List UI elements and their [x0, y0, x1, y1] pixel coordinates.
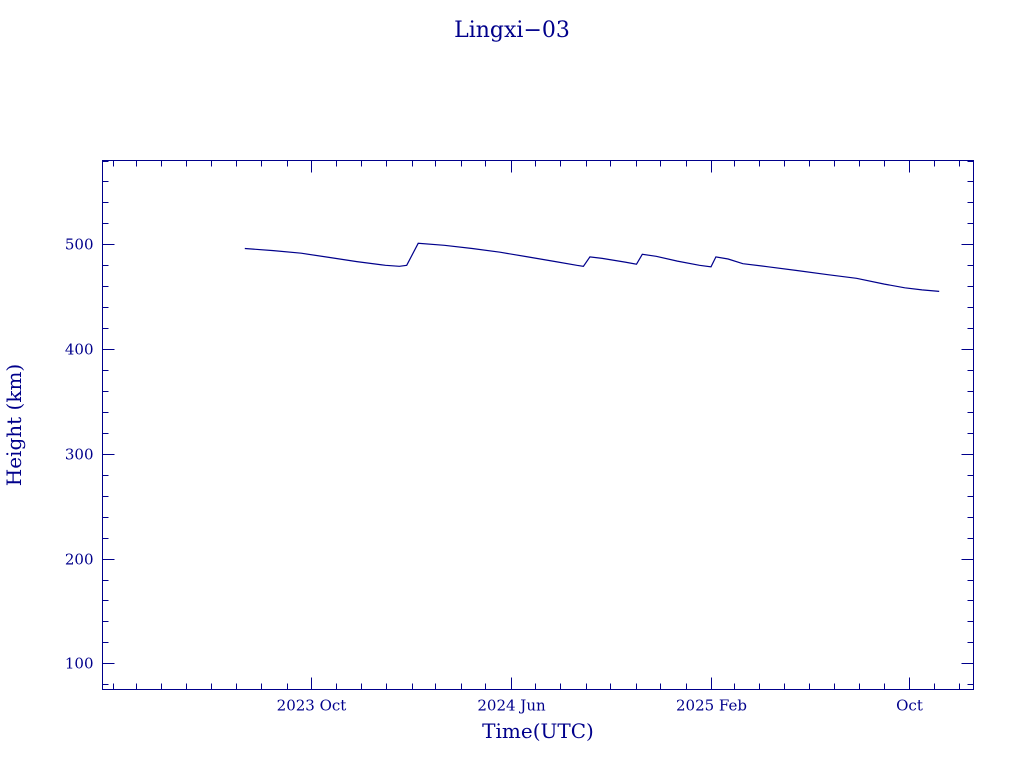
x-tick-label: 2023 Oct: [277, 697, 347, 715]
y-tick-label: 100: [65, 655, 94, 673]
y-tick-label: 300: [65, 446, 94, 464]
x-tick-label: 2025 Feb: [676, 697, 747, 715]
x-tick-label: Oct: [896, 697, 923, 715]
plot-frame: [102, 160, 974, 690]
x-axis-label: Time(UTC): [482, 719, 594, 743]
x-tick-label: 2024 Jun: [477, 697, 546, 715]
series-line: [244, 242, 940, 292]
y-tick-label: 500: [65, 236, 94, 254]
axis-ticks: [102, 160, 974, 690]
chart-title: Lingxi−03: [454, 18, 570, 43]
x-tick-labels: 2023 Oct 2024 Jun 2025 Feb Oct: [277, 697, 923, 715]
y-tick-label: 200: [65, 551, 94, 569]
y-tick-labels: 100 200 300 400 500: [65, 236, 94, 673]
y-axis-label: Height (km): [2, 364, 26, 486]
y-tick-label: 400: [65, 341, 94, 359]
